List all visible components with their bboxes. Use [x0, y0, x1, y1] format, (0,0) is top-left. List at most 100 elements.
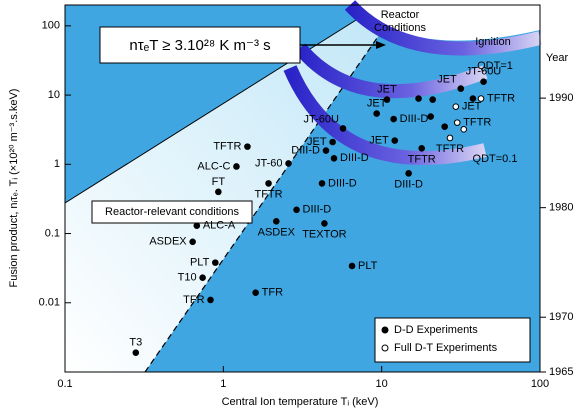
data-point [252, 289, 259, 296]
data-point [233, 163, 240, 170]
data-point [429, 96, 436, 103]
point-label: TFTR [487, 92, 515, 104]
data-point [212, 259, 219, 266]
point-label: ALC-A [203, 220, 236, 232]
point-label: JET [437, 74, 457, 86]
y-axis-label: Fusion product, nᵢτₑ. Tᵢ (×10²⁰ m⁻³.s.ke… [8, 89, 20, 288]
data-point [441, 123, 448, 130]
data-point [477, 95, 485, 102]
y2-tick-label: 1990 [549, 92, 573, 104]
point-label: FT [212, 176, 226, 188]
point-label: DIII-D [340, 152, 369, 164]
x-axis-label: Central Ion temperature Tᵢ (keV) [222, 396, 379, 408]
y2-tick-label: 1980 [549, 202, 573, 214]
point-label: DIII-D [394, 178, 423, 190]
y-tick-label: 0.01 [39, 297, 60, 309]
data-point [293, 206, 300, 214]
data-point [453, 119, 461, 126]
point-label: PLT [358, 260, 378, 272]
point-label: JT-60U [304, 113, 340, 125]
qdt-01-band [283, 65, 487, 165]
y-tick-label: 1 [54, 158, 60, 170]
data-point [272, 218, 280, 225]
point-label: JET [462, 101, 482, 113]
reactor-relevant-label: Reactor-relevant conditions [105, 206, 239, 218]
point-label: JET [369, 135, 389, 147]
data-point [321, 220, 328, 227]
point-label: DIII-D [303, 204, 332, 216]
legend-marker [381, 326, 389, 334]
y-tick-label: 100 [42, 20, 60, 32]
data-point [189, 238, 196, 246]
y2-tick-label: 1970 [549, 311, 573, 323]
point-label: DIII-D [400, 113, 429, 125]
ignition-band [344, 0, 542, 56]
data-point [244, 143, 251, 150]
x-tick-label: 10 [376, 378, 388, 390]
data-point [405, 170, 412, 177]
point-label: ALC-C [197, 160, 230, 172]
qdt-label: QDT=0.1 [473, 153, 518, 165]
legend-marker [381, 344, 389, 352]
x-tick-label: 1 [220, 378, 226, 390]
data-point [460, 126, 468, 133]
plot-frame [64, 4, 541, 373]
point-label: TEXTOR [302, 228, 346, 240]
point-label: TFTR [436, 143, 464, 155]
arrow-head [376, 41, 386, 49]
ignition-label: Ignition [475, 36, 510, 48]
x-tick-label: 0.1 [57, 378, 72, 390]
data-point [199, 274, 206, 282]
data-point [285, 160, 292, 167]
point-label: JT-60 [255, 157, 283, 169]
point-label: PLT [190, 257, 210, 269]
data-point [427, 113, 434, 120]
point-label: TFTR [213, 141, 241, 153]
point-label: TFR [262, 287, 283, 299]
point-label: DIII-D [328, 177, 357, 189]
point-label: ASDEX [258, 226, 296, 238]
point-label: JET [367, 98, 387, 110]
point-label: TFTR [408, 153, 436, 165]
reactor-relevant-region [65, 5, 400, 372]
data-point [469, 95, 477, 102]
criterion-box [99, 26, 301, 64]
point-label: TFTR [254, 188, 282, 200]
point-label: T10 [178, 272, 197, 284]
data-point [457, 85, 465, 92]
qdt-1-band [294, 43, 488, 99]
data-point [480, 78, 487, 86]
dashed-line [144, 4, 401, 373]
y2-tick-label: 1965 [549, 366, 573, 378]
legend-label: D-D Experiments [394, 324, 478, 336]
reactor-relevant-box [91, 200, 253, 224]
data-point [418, 145, 426, 152]
qdt-label: QDT=1 [477, 60, 513, 72]
data-point [446, 134, 454, 142]
data-point [383, 96, 391, 103]
y-tick-label: 0.1 [45, 227, 60, 239]
point-label: JET [307, 136, 327, 148]
data-point [265, 180, 272, 187]
reactor-label: Conditions [374, 22, 426, 34]
y2-axis-label: Year [546, 52, 569, 64]
point-label: DIII-D [291, 144, 320, 156]
data-point [391, 137, 399, 144]
data-point [322, 147, 330, 154]
point-label: TFR [183, 294, 204, 306]
data-point [390, 115, 397, 123]
point-label: ASDEX [149, 236, 187, 248]
data-point [193, 222, 201, 229]
y-tick-label: 10 [48, 89, 60, 101]
x-tick-label: 100 [531, 378, 549, 390]
reactor-label: Reactor [381, 9, 420, 21]
point-label: JT-60U [466, 66, 502, 78]
data-point [318, 180, 326, 187]
point-label: TFTR [463, 117, 491, 129]
criterion: nτₑT ≥ 3.10²⁸ K m⁻³ s [129, 37, 270, 54]
data-point [330, 155, 338, 162]
data-point [415, 95, 422, 102]
legend-label: Full D-T Experiments [394, 342, 498, 354]
legend-box [374, 317, 531, 363]
